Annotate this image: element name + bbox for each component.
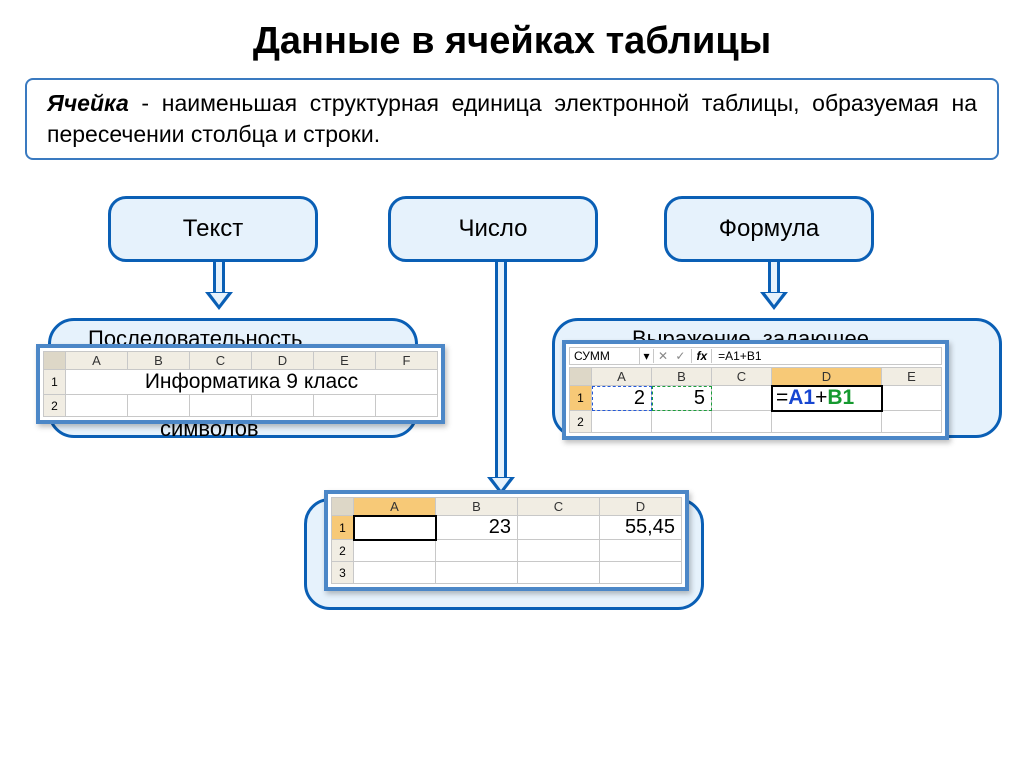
cell-b1: 5 — [652, 386, 712, 411]
cell-d1: 55,45 — [600, 516, 682, 540]
sheet-number: A B C D 1 23 55,45 2 3 — [331, 497, 682, 584]
sheet-formula: A B C D E 1 2 5 =A1+B1 2 — [569, 367, 942, 433]
type-label-text: Текст — [183, 215, 243, 243]
type-box-formula: Формула — [664, 196, 874, 262]
col-header: E — [882, 368, 942, 386]
sheet-formula-frame: СУММ ▾ ✕ ✓ fx =A1+B1 A B C D E 1 2 5 =A1… — [562, 340, 949, 440]
name-box: СУММ — [570, 348, 640, 364]
row-header: 2 — [44, 395, 66, 417]
dropdown-icon: ▾ — [640, 349, 654, 363]
col-header: E — [314, 352, 376, 370]
sheet-text-frame: A B C D E F 1 Информатика 9 класс 2 — [36, 344, 445, 424]
definition-box: Ячейка - наименьшая структурная единица … — [25, 78, 999, 160]
cell-a1: 2 — [592, 386, 652, 411]
cell-c1 — [712, 386, 772, 411]
col-header: A — [66, 352, 128, 370]
arrow-number — [487, 262, 515, 495]
cell-e1 — [882, 386, 942, 411]
fx-icon: fx — [692, 349, 712, 363]
type-label-number: Число — [458, 215, 527, 243]
arrow-text — [205, 262, 233, 310]
col-header-selected: A — [354, 498, 436, 516]
corner-cell — [44, 352, 66, 370]
row-header: 2 — [332, 540, 354, 562]
text-cell: Информатика 9 класс — [66, 370, 438, 395]
col-header: D — [252, 352, 314, 370]
definition-term: Ячейка — [47, 90, 129, 116]
cell-d1-formula: =A1+B1 — [772, 386, 882, 411]
col-header: C — [712, 368, 772, 386]
arrow-formula — [760, 262, 788, 310]
col-header: F — [376, 352, 438, 370]
row-header: 1 — [44, 370, 66, 395]
row-header: 3 — [332, 562, 354, 584]
row-header: 2 — [570, 411, 592, 433]
formula-input: =A1+B1 — [712, 348, 941, 364]
row-header-selected: 1 — [332, 516, 354, 540]
definition-text: - наименьшая структурная единица электро… — [47, 90, 977, 147]
type-box-text: Текст — [108, 196, 318, 262]
type-box-number: Число — [388, 196, 598, 262]
col-header: A — [592, 368, 652, 386]
col-header: B — [128, 352, 190, 370]
fbar-icons: ✕ ✓ — [654, 349, 692, 363]
col-header: B — [652, 368, 712, 386]
cell-c1 — [518, 516, 600, 540]
col-header: C — [518, 498, 600, 516]
corner-cell — [332, 498, 354, 516]
corner-cell — [570, 368, 592, 386]
row-header-selected: 1 — [570, 386, 592, 411]
cell-b1: 23 — [436, 516, 518, 540]
col-header-selected: D — [772, 368, 882, 386]
cell-a1 — [354, 516, 436, 540]
col-header: B — [436, 498, 518, 516]
sheet-number-frame: A B C D 1 23 55,45 2 3 — [324, 490, 689, 591]
col-header: C — [190, 352, 252, 370]
type-label-formula: Формула — [719, 215, 820, 243]
page-title: Данные в ячейках таблицы — [0, 0, 1024, 73]
formula-bar: СУММ ▾ ✕ ✓ fx =A1+B1 — [569, 347, 942, 365]
col-header: D — [600, 498, 682, 516]
sheet-text: A B C D E F 1 Информатика 9 класс 2 — [43, 351, 438, 417]
